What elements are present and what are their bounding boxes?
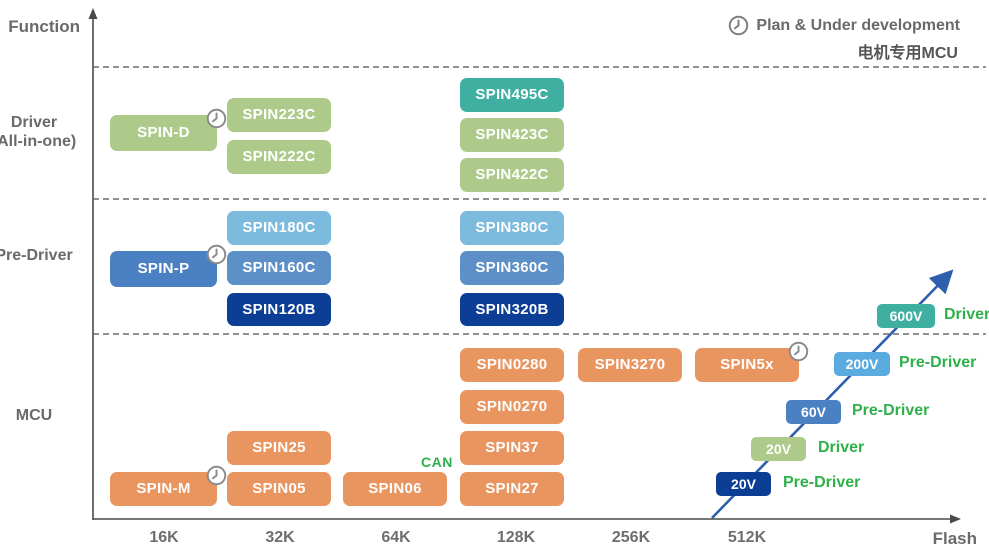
can-annotation: CAN <box>421 454 453 470</box>
voltage-type-label: Driver <box>944 306 989 323</box>
clock-icon <box>788 341 808 361</box>
clock-icon <box>206 108 226 128</box>
voltage-type-label: Driver <box>818 439 865 456</box>
product-box-SPIN-M: SPIN-M <box>110 465 226 506</box>
voltage-type-label: Pre-Driver <box>899 354 977 371</box>
product-box-SPIN37: SPIN37 <box>460 431 564 465</box>
voltage-type-label: Pre-Driver <box>783 474 861 491</box>
product-box-SPIN06: SPIN06 <box>343 472 447 506</box>
legend-label: Plan & Under development <box>756 16 960 34</box>
clock-icon <box>206 244 226 264</box>
voltage-badge-200V-pre-driver: 200V <box>834 352 890 376</box>
product-box-SPIN222C: SPIN222C <box>227 140 331 174</box>
product-box-SPIN180C: SPIN180C <box>227 211 331 245</box>
product-box-SPIN380C: SPIN380C <box>460 211 564 245</box>
x-tick-64K: 64K <box>381 529 411 546</box>
product-box-SPIN423C: SPIN423C <box>460 118 564 152</box>
product-box-SPIN-P: SPIN-P <box>110 244 226 287</box>
legend: Plan & Under development <box>728 15 960 36</box>
x-tick-256K: 256K <box>611 529 651 546</box>
x-tick-32K: 32K <box>265 529 295 546</box>
x-tick-512K: 512K <box>727 529 767 546</box>
product-box-SPIN320B: SPIN320B <box>460 293 564 326</box>
product-box-SPIN-D: SPIN-D <box>110 108 226 151</box>
product-box-SPIN05: SPIN05 <box>227 472 331 506</box>
clock-icon <box>206 465 226 485</box>
product-box-SPIN3270: SPIN3270 <box>578 348 682 382</box>
x-tick-16K: 16K <box>149 529 179 546</box>
section-label-predriver: Pre-Driver <box>0 247 73 264</box>
product-box-SPIN360C: SPIN360C <box>460 251 564 285</box>
x-axis-title: Flash <box>932 529 977 548</box>
product-box-SPIN5x: SPIN5x <box>695 341 808 382</box>
product-box-SPIN160C: SPIN160C <box>227 251 331 285</box>
product-box-SPIN223C: SPIN223C <box>227 98 331 132</box>
x-axis-arrowhead <box>950 514 961 524</box>
product-box-SPIN120B: SPIN120B <box>227 293 331 326</box>
chart-subtitle: 电机专用MCU <box>857 45 958 62</box>
product-box-SPIN0270: SPIN0270 <box>460 390 564 424</box>
section-label-driver: Driver (All-in-one) <box>0 114 77 150</box>
y-axis-title: Function <box>8 17 80 36</box>
voltage-badge-600V-driver: 600V <box>877 304 935 328</box>
product-box-SPIN495C: SPIN495C <box>460 78 564 112</box>
voltage-type-label: Pre-Driver <box>852 402 930 419</box>
clock-icon <box>729 15 749 36</box>
x-tick-128K: 128K <box>496 529 536 546</box>
voltage-badge-20V-driver: 20V <box>751 437 806 461</box>
product-box-SPIN0280: SPIN0280 <box>460 348 564 382</box>
product-box-SPIN25: SPIN25 <box>227 431 331 465</box>
product-box-SPIN422C: SPIN422C <box>460 158 564 192</box>
y-axis-arrowhead <box>88 8 98 19</box>
section-label-mcu: MCU <box>15 407 53 424</box>
product-box-SPIN27: SPIN27 <box>460 472 564 506</box>
voltage-badge-60V-pre-driver: 60V <box>786 400 841 424</box>
voltage-badge-20V-pre-driver: 20V <box>716 472 771 496</box>
